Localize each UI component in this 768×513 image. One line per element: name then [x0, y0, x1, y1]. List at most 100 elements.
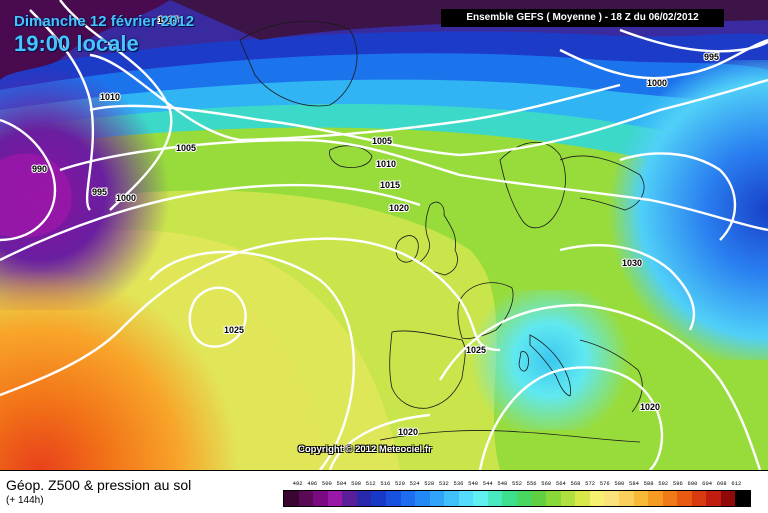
scale-label: 532: [438, 480, 449, 487]
scale-label: 512: [365, 480, 376, 487]
scale-swatch: [473, 491, 488, 506]
model-run-info: Ensemble GEFS ( Moyenne ) - 18 Z du 06/0…: [441, 9, 724, 27]
scale-label: 504: [336, 480, 347, 487]
scale-label: 516: [380, 480, 391, 487]
isobar-1005: [89, 53, 621, 142]
coast-north-africa: [379, 430, 641, 443]
scale-label: 520: [395, 480, 405, 487]
scale-swatch: [400, 491, 416, 506]
forecast-local-time: 19:00 locale: [14, 31, 139, 56]
scale-label: 536: [453, 480, 464, 487]
scale-swatch: [298, 491, 314, 506]
scale-swatch: [735, 491, 750, 506]
isobar-1025-west: [0, 237, 501, 397]
isobar-label: 1025: [224, 325, 244, 335]
isobar-label: 1010: [100, 92, 120, 102]
scale-swatch: [458, 491, 474, 506]
scale-label: 596: [672, 480, 683, 487]
scale-label: 576: [599, 480, 610, 487]
isobar-1020-sw: [328, 413, 431, 470]
coast-ireland: [395, 235, 419, 263]
scale-label: 612: [731, 480, 742, 487]
scale-swatch: [342, 491, 357, 506]
isobar-1020-north: [0, 183, 421, 262]
coast-sardinia: [518, 351, 529, 372]
scale-swatch: [531, 491, 547, 506]
scale-swatch: [677, 491, 692, 506]
scale-swatch: [662, 491, 678, 506]
scale-swatch: [648, 491, 663, 506]
coast-italy: [529, 334, 571, 397]
coast-iberia: [389, 330, 466, 409]
isobar-east-loop: [619, 152, 737, 241]
coast-balkans: [579, 339, 643, 413]
coast-baltic: [559, 155, 645, 211]
scale-label: 524: [409, 480, 420, 487]
isobar-label: 1025: [466, 345, 486, 355]
scale-label: 496: [307, 480, 318, 487]
scale-label: 572: [585, 480, 596, 487]
scale-label: 564: [555, 480, 566, 487]
scale-label: 540: [468, 480, 479, 487]
isobar-label: 1000: [647, 78, 667, 88]
isobar-label: 1015: [158, 15, 178, 25]
isobar-label: 1020: [389, 203, 409, 213]
scale-label: 556: [526, 480, 537, 487]
scale-swatch: [560, 491, 576, 506]
scale-label: 608: [716, 480, 727, 487]
color-scale-labels: 492 496 500 504 508 512 516 520 524 528 532 536 540 5…: [283, 480, 751, 489]
scale-swatch: [575, 491, 590, 506]
scale-swatch: [313, 491, 328, 506]
scale-label: 544: [482, 480, 493, 487]
northwest-dark: [0, 0, 170, 80]
scale-swatch: [589, 491, 605, 506]
isobar-label: 995: [92, 187, 107, 197]
forecast-map: 1010 1005 1000 995 990 1005 1010 1015 10…: [0, 0, 768, 470]
high-southwest: [0, 270, 260, 470]
med-cutoff: [460, 290, 640, 430]
isobar-label: 1015: [380, 180, 400, 190]
isobar-1020-med: [478, 366, 664, 470]
copyright-notice: Copyright © 2012 Meteociel.fr: [298, 444, 432, 455]
scale-swatch: [517, 491, 532, 506]
isobar-1030-high: [188, 286, 247, 348]
isobar-labels: 1010 1005 1000 995 990 1005 1010 1015 10…: [31, 14, 720, 438]
scale-swatch: [429, 491, 445, 506]
scale-swatch: [487, 491, 503, 506]
scale-swatch: [546, 491, 561, 506]
scale-label: 492: [292, 480, 303, 487]
coast-france: [457, 282, 514, 339]
isobar-label: 1005: [176, 143, 196, 153]
scale-swatch: [356, 491, 372, 506]
forecast-lead-time: (+ 144h): [6, 495, 44, 506]
scale-swatch: [502, 491, 517, 506]
scale-label: 548: [497, 480, 508, 487]
scale-swatch: [618, 491, 634, 506]
color-scale-bar: [283, 490, 751, 507]
scale-swatch: [284, 491, 299, 506]
isobar-990: [0, 118, 57, 242]
scale-label: 568: [570, 480, 581, 487]
forecast-date: Dimanche 12 février 2012: [14, 13, 195, 30]
isobar-1000: [59, 0, 173, 211]
scale-label: 600: [687, 480, 698, 487]
scale-label: 592: [658, 480, 669, 487]
isobar-label: 1020: [398, 427, 418, 437]
scale-swatch: [444, 491, 459, 506]
scale-label: 528: [424, 480, 435, 487]
isobar-label: 995: [704, 52, 719, 62]
scale-swatch: [706, 491, 721, 506]
scale-label: 580: [614, 480, 625, 487]
scale-swatch: [633, 491, 649, 506]
scale-swatch: [720, 491, 736, 506]
scale-label: 584: [629, 480, 639, 487]
scale-label: 500: [321, 480, 332, 487]
scale-label: 560: [541, 480, 552, 487]
scale-swatch: [691, 491, 707, 506]
coast-britain: [419, 201, 458, 276]
isobar-1025-med: [438, 303, 762, 470]
isobar-1030-east: [559, 244, 696, 331]
scale-label: 604: [702, 480, 713, 487]
scale-label: 508: [351, 480, 362, 487]
scale-swatch: [327, 491, 343, 506]
